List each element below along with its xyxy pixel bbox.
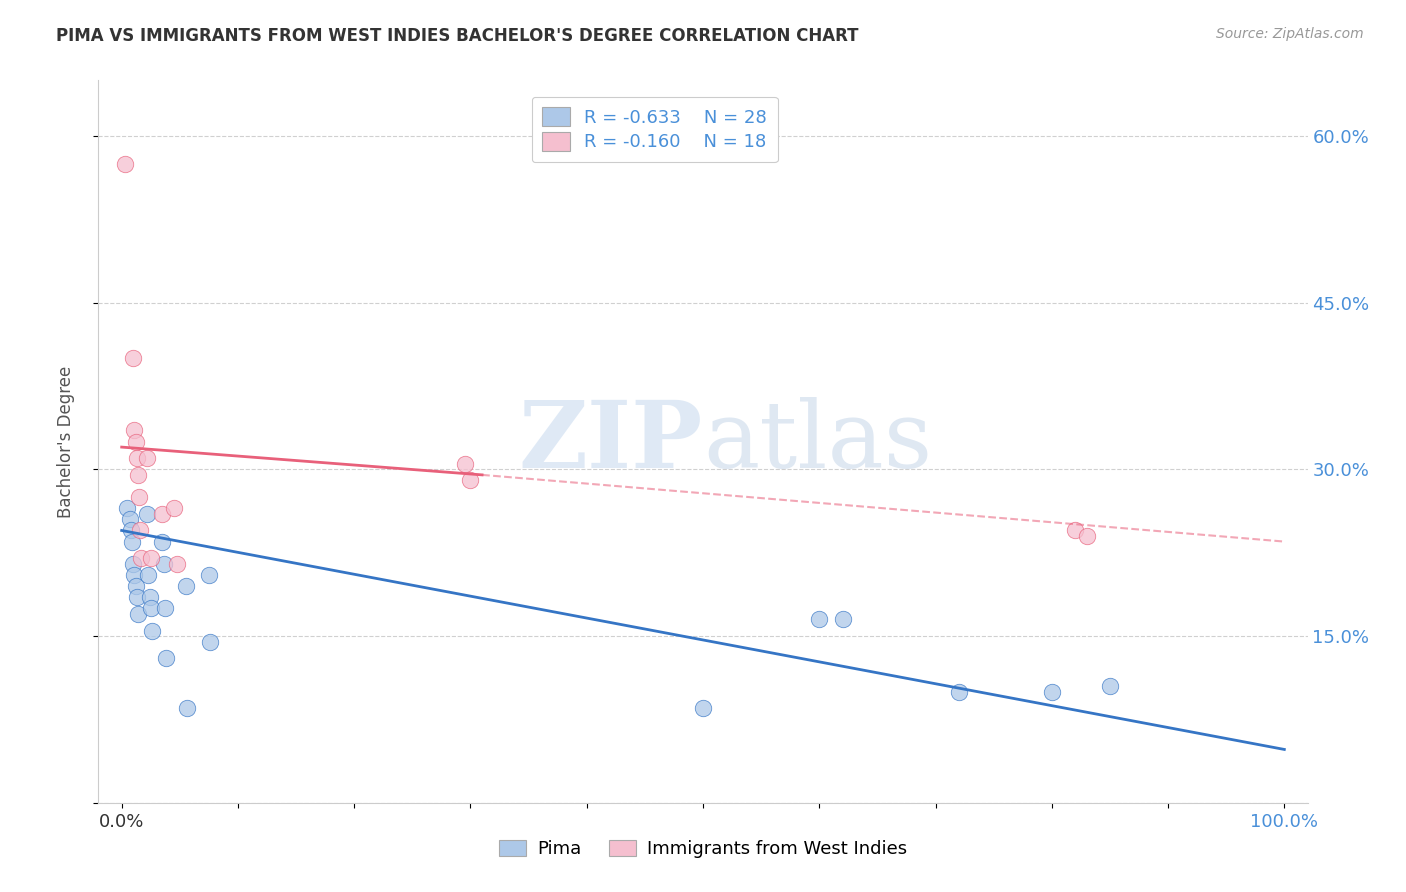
Legend: Pima, Immigrants from West Indies: Pima, Immigrants from West Indies: [492, 832, 914, 865]
Point: [136, 451, 159, 466]
Point: [118, 512, 141, 526]
Point: [141, 624, 163, 638]
Y-axis label: Bachelor's Degree: Bachelor's Degree: [56, 366, 75, 517]
Legend: R = -0.633    N = 28, R = -0.160    N = 18: R = -0.633 N = 28, R = -0.160 N = 18: [531, 96, 778, 162]
Point: [166, 557, 188, 571]
Point: [138, 590, 160, 604]
Point: [125, 451, 148, 466]
Point: [127, 607, 149, 621]
Point: [122, 351, 145, 366]
Point: [128, 490, 150, 504]
Point: [129, 524, 152, 538]
Point: [460, 474, 482, 488]
Point: [453, 457, 475, 471]
Point: [125, 590, 148, 604]
Point: [153, 601, 176, 615]
Point: [150, 534, 173, 549]
Text: ZIP: ZIP: [519, 397, 703, 486]
Text: atlas: atlas: [703, 397, 932, 486]
Point: [124, 424, 146, 438]
Point: [124, 568, 146, 582]
Point: [122, 557, 145, 571]
Point: [138, 568, 160, 582]
Point: [152, 557, 174, 571]
Point: [831, 612, 853, 626]
Point: [1064, 524, 1087, 538]
Point: [150, 507, 173, 521]
Point: [163, 501, 186, 516]
Point: [121, 534, 143, 549]
Point: [124, 434, 146, 449]
Point: [948, 684, 970, 698]
Point: [136, 507, 159, 521]
Point: [1040, 684, 1063, 698]
Point: [692, 701, 714, 715]
Point: [139, 601, 162, 615]
Point: [1098, 679, 1121, 693]
Text: PIMA VS IMMIGRANTS FROM WEST INDIES BACHELOR'S DEGREE CORRELATION CHART: PIMA VS IMMIGRANTS FROM WEST INDIES BACH…: [56, 27, 859, 45]
Point: [127, 467, 149, 482]
Point: [174, 579, 197, 593]
Point: [808, 612, 831, 626]
Point: [139, 551, 162, 566]
Point: [198, 568, 221, 582]
Point: [198, 634, 221, 648]
Point: [117, 501, 139, 516]
Point: [1076, 529, 1098, 543]
Text: Source: ZipAtlas.com: Source: ZipAtlas.com: [1216, 27, 1364, 41]
Point: [114, 156, 136, 170]
Point: [131, 551, 153, 566]
Point: [176, 701, 198, 715]
Point: [155, 651, 177, 665]
Point: [124, 579, 146, 593]
Point: [120, 524, 142, 538]
